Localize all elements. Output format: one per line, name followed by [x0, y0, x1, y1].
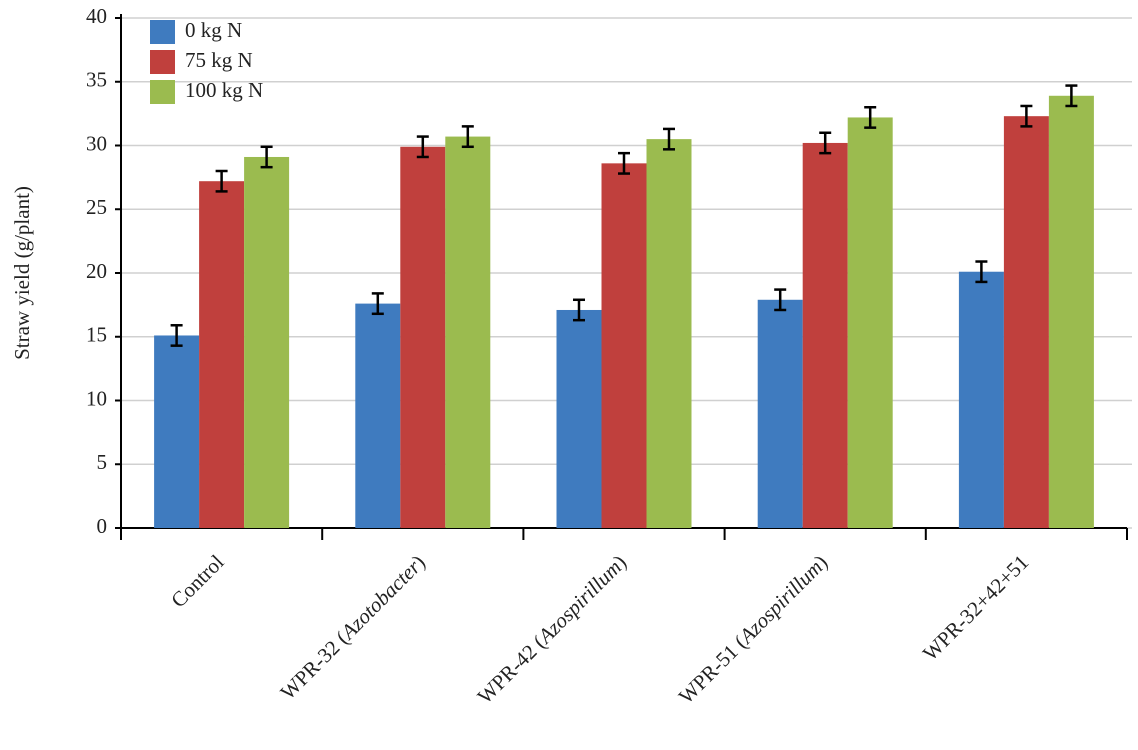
error-bar	[573, 298, 585, 322]
legend-label: 100 kg N	[185, 78, 263, 102]
bar	[556, 309, 602, 528]
bar	[757, 299, 803, 528]
error-bar	[663, 127, 675, 151]
y-tick-label: 35	[86, 68, 107, 92]
y-tick-label: 40	[86, 4, 107, 28]
x-tick-label: WPR-32 (Azotobacter)	[275, 550, 429, 704]
y-tick-label: 25	[86, 195, 107, 219]
error-bar	[461, 125, 474, 149]
bar	[1048, 95, 1094, 529]
error-bar	[618, 151, 630, 175]
bar	[199, 181, 245, 528]
error-bar	[864, 106, 877, 129]
error-bar	[371, 292, 384, 316]
y-tick-label: 30	[86, 131, 107, 155]
error-bar	[1065, 84, 1078, 108]
bar	[601, 163, 647, 528]
x-tick-label: Control	[166, 550, 228, 612]
legend-label: 75 kg N	[185, 48, 253, 72]
error-bar	[170, 324, 183, 347]
x-tick-label: WPR-51 (Azospirillum)	[674, 550, 832, 708]
y-tick-label: 15	[86, 323, 107, 347]
x-tick-label: WPR-42 (Azospirillum)	[472, 550, 630, 708]
y-tick-label: 20	[86, 259, 107, 283]
y-tick-label: 5	[97, 450, 108, 474]
bar	[802, 142, 848, 528]
error-bar	[1020, 104, 1033, 128]
bar	[1003, 116, 1049, 529]
legend-swatch	[150, 20, 175, 44]
error-bar	[774, 288, 787, 312]
y-axis-label: Straw yield (g/plant)	[10, 186, 34, 360]
y-tick-label: 0	[97, 514, 108, 538]
bar	[355, 303, 401, 528]
legend-swatch	[150, 50, 175, 74]
bar	[400, 146, 446, 528]
legend-swatch	[150, 80, 175, 104]
bar	[847, 117, 893, 528]
y-tick-label: 10	[86, 386, 107, 410]
bar	[646, 139, 692, 528]
bar	[244, 156, 290, 528]
error-bar	[819, 131, 832, 155]
x-tick-label: WPR-32+42+51	[918, 550, 1033, 665]
error-bar	[975, 260, 988, 284]
error-bar	[416, 135, 429, 159]
legend-label: 0 kg N	[185, 18, 242, 42]
error-bar	[260, 145, 273, 169]
bar	[958, 271, 1004, 528]
bar	[445, 136, 491, 528]
error-bar	[215, 169, 228, 193]
bar	[154, 335, 200, 528]
